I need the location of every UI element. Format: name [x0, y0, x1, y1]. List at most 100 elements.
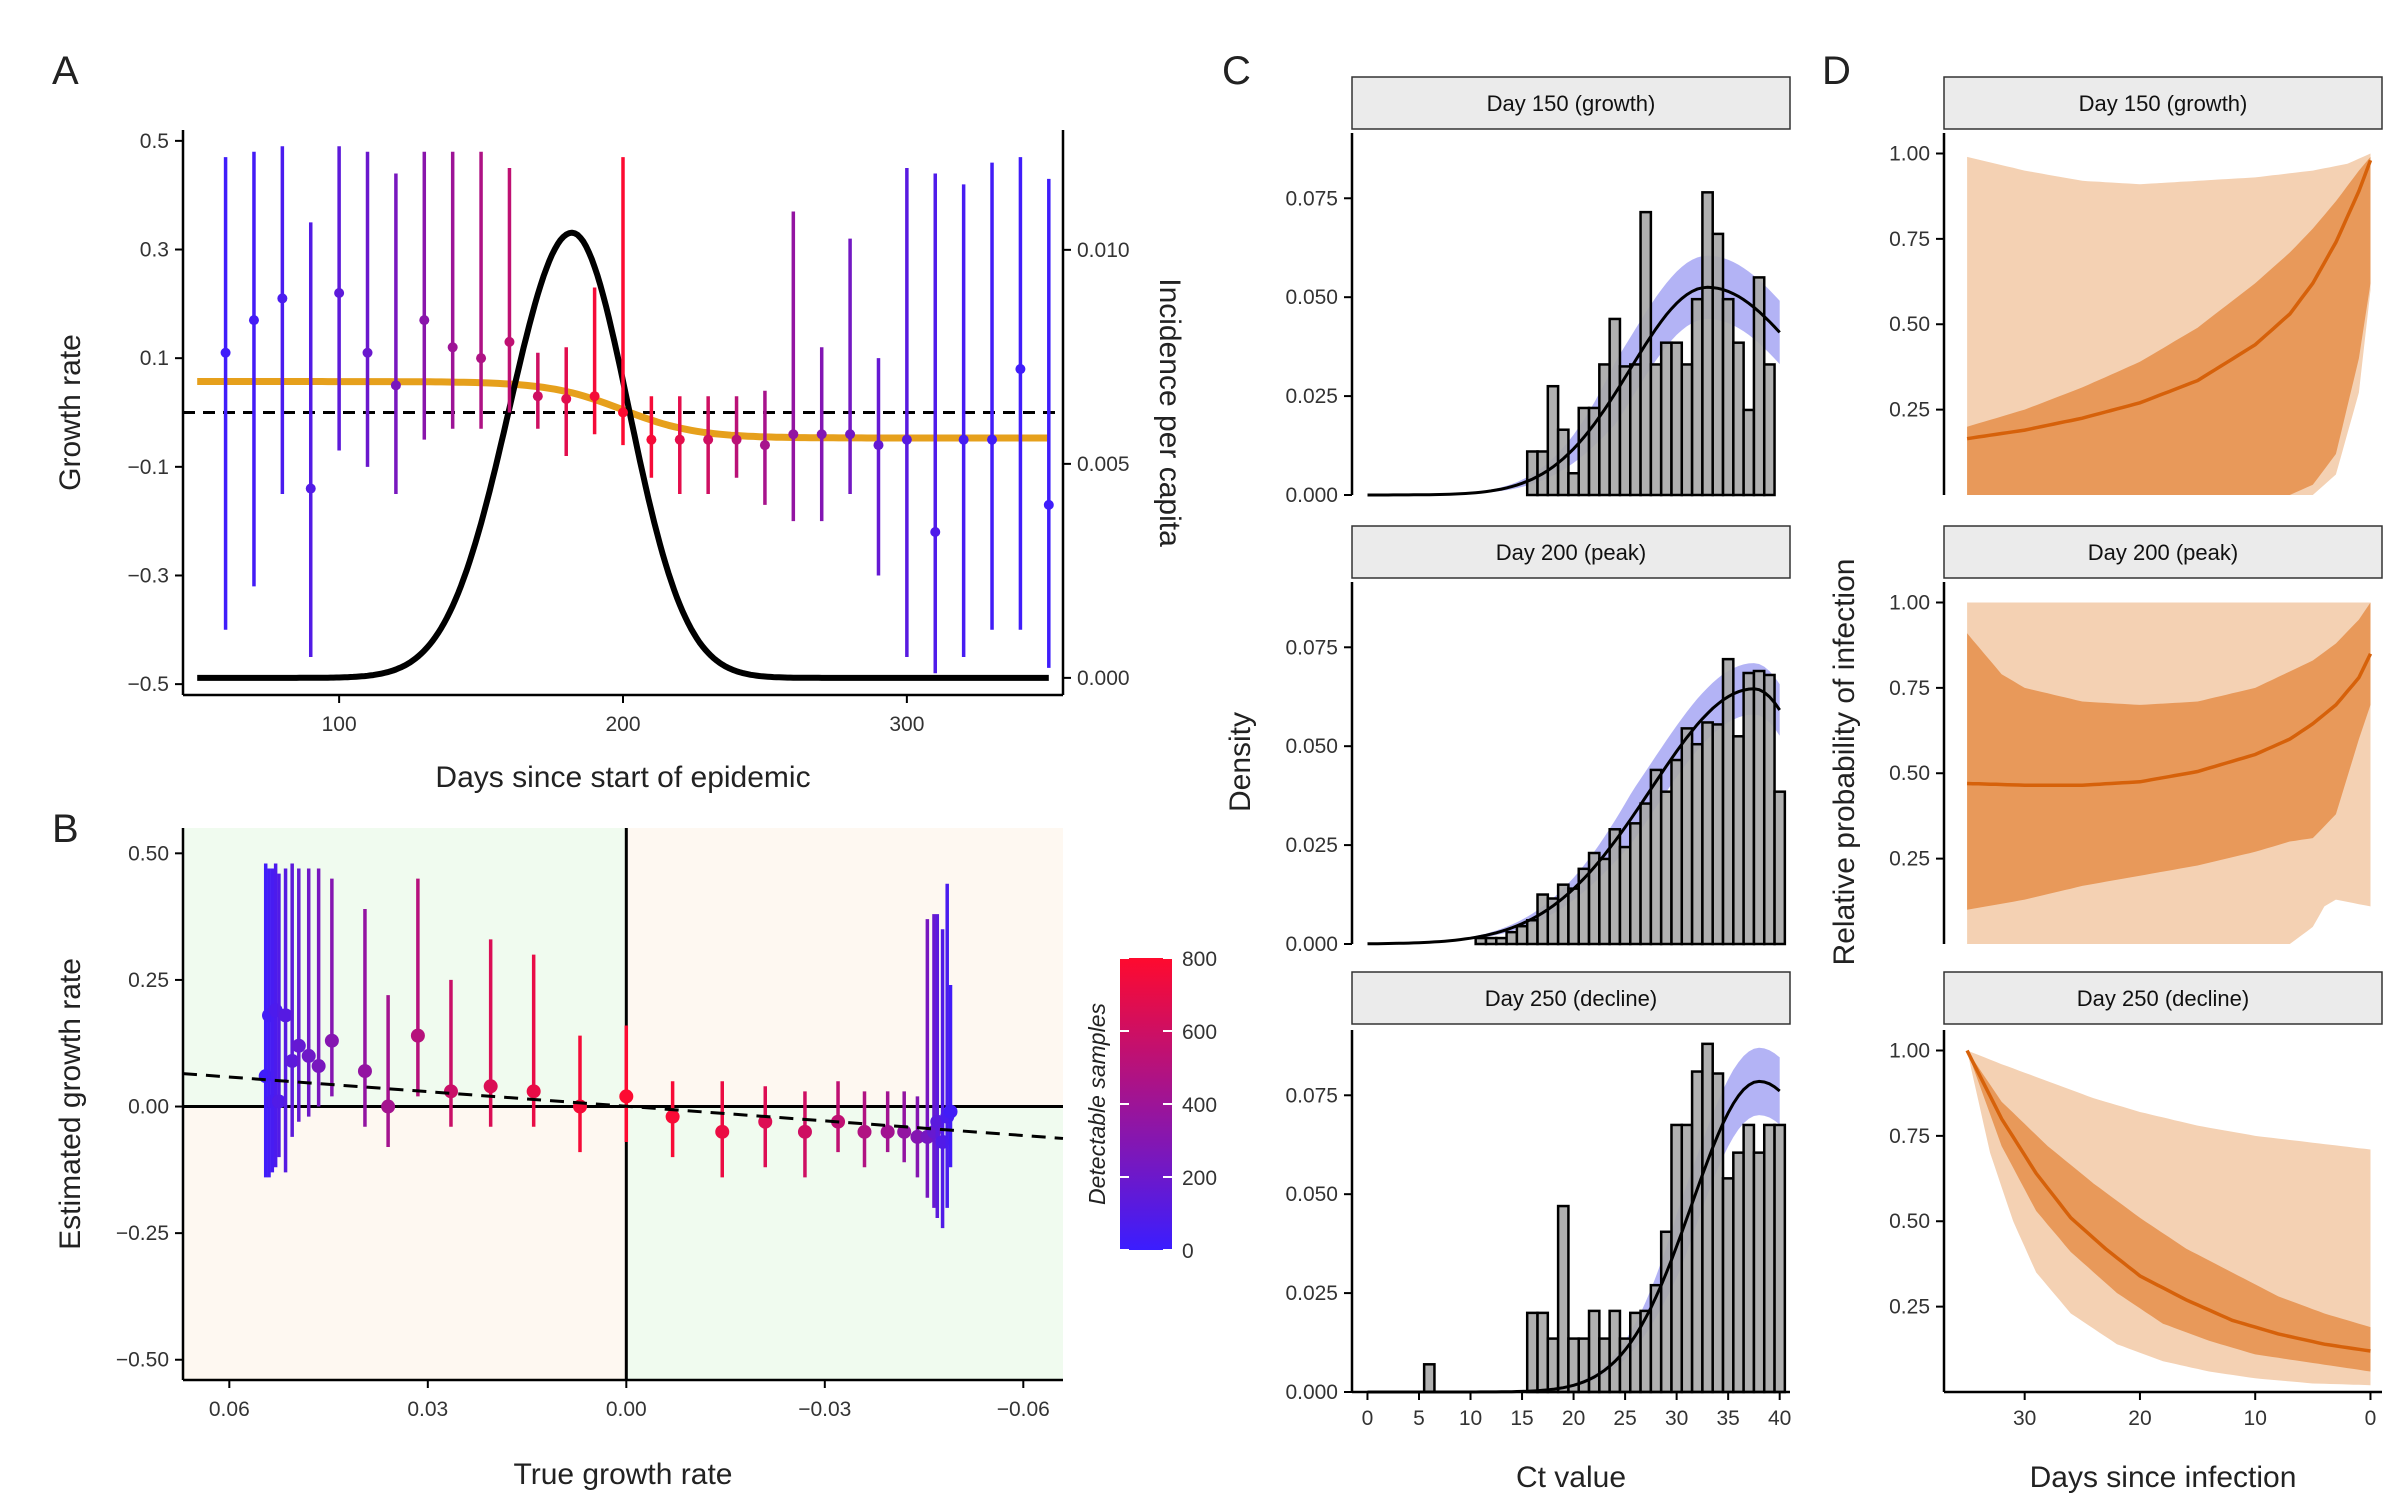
panel-c-histogram-bar [1639, 802, 1653, 946]
panel-c-fit-band [1367, 663, 1780, 944]
panel-a-x-axis-label: Days since start of epidemic [435, 761, 810, 794]
panel-c-histogram-bar [1505, 930, 1519, 946]
panel-a-y-tick-label: 0.5 [140, 130, 169, 153]
panel-b-estimate-point [291, 1038, 306, 1053]
panel-b-estimate-point [797, 1124, 812, 1139]
panel-c-histogram-bar [1422, 1363, 1436, 1394]
panel-a-estimate-point [759, 440, 770, 451]
panel-c-histogram-bar [1536, 1311, 1550, 1394]
panel-a-x-tick-label: 100 [322, 713, 357, 736]
panel-c-histogram-bar [1567, 887, 1580, 946]
panel-b-estimate-point [311, 1059, 326, 1074]
panel-d-x-tick-label: 20 [2128, 1407, 2151, 1430]
panel-c-histogram-bar [1680, 363, 1694, 497]
panel-d-inner-band [1967, 602, 2371, 910]
panel-c-histogram-bar [1536, 893, 1550, 946]
panel-a-y-tick-label: 0.3 [140, 239, 169, 262]
panel-c-histogram-bar [1742, 1123, 1756, 1394]
panel-b-estimate-point [324, 1033, 339, 1048]
panel-d-y-tick-label: 1.00 [1889, 142, 1930, 165]
panel-c-histogram-bar [1649, 363, 1663, 497]
panel-c-histogram-bar [1525, 450, 1539, 497]
panel-d-median-line [1965, 1049, 2371, 1353]
panel-c-histogram-bar [1659, 1230, 1673, 1394]
panel-c-histogram-bar [1608, 1309, 1622, 1394]
panel-c-x-tick-label: 5 [1413, 1407, 1425, 1430]
panel-c-facet-title: Day 200 (peak) [1496, 540, 1646, 565]
panel-a-y2-tick-label: 0.005 [1077, 453, 1130, 476]
panel-a-estimate-point [901, 434, 912, 445]
panel-c-histogram-bar [1711, 232, 1725, 497]
panel-c-histogram-bar [1701, 721, 1714, 946]
panel-b-quadrant-top-right [626, 828, 1063, 1107]
panel-a-estimate-point [646, 434, 657, 445]
panel-b-y-tick-label: 0.00 [128, 1096, 169, 1119]
panel-d-y-tick-label: 0.50 [1889, 1210, 1930, 1233]
panel-d-y-axis-label: Relative probability of infection [1828, 559, 1861, 966]
panel-c-histogram-bar [1598, 1337, 1611, 1394]
panel-a-estimate-point [958, 434, 969, 445]
panel-c-y-tick-label: 0.025 [1285, 834, 1338, 857]
panel-b-quadrant-top-left [183, 828, 627, 1107]
panel-b-x-tick-label: 0.00 [606, 1398, 647, 1421]
panel-c-histogram-bar [1701, 1042, 1714, 1394]
panel-b-estimate-point [271, 1094, 286, 1109]
panel-b-estimate-point [665, 1109, 680, 1124]
panel-d-x-tick-label: 30 [2013, 1407, 2036, 1430]
panel-c-histogram-bar [1721, 657, 1735, 946]
panel-d-facet: Day 150 (growth) 0.25 0.50 0.75 1.00 [1889, 76, 2383, 495]
panel-a-y2-tick-label: 0.010 [1077, 239, 1130, 262]
panel-d-y-tick-label: 0.50 [1889, 313, 1930, 336]
panel-c-x-tick-label: 25 [1613, 1407, 1636, 1430]
panel-d-facet: Day 250 (decline) 0.25 0.50 0.75 1.00 30 20 10 0 [1889, 971, 2383, 1430]
panel-d-x-axis-label: Days since infection [2030, 1461, 2297, 1494]
panel-c-histogram-bar [1762, 1123, 1776, 1394]
panel-c-histogram-bar [1680, 1123, 1694, 1394]
panel-label-c: C [1222, 49, 1251, 93]
panel-c-histogram-bar [1659, 790, 1673, 946]
panel-c-x-tick-label: 35 [1716, 1407, 1739, 1430]
panel-a-estimate-point [788, 429, 799, 440]
panel-a-estimate-point [277, 293, 288, 304]
panel-label-d: D [1822, 49, 1851, 93]
panel-b-estimate-point [301, 1048, 316, 1063]
panel-a-y-tick-label: 0.1 [140, 347, 169, 370]
panel-c-histogram-bar [1742, 408, 1756, 497]
panel-d-facet-strip [1943, 525, 2383, 579]
panel-d-y-tick-label: 0.25 [1889, 1296, 1930, 1319]
panel-c-facet-title: Day 250 (decline) [1485, 986, 1657, 1011]
panel-c-histogram-bar [1567, 471, 1580, 497]
panel-c-histogram-bar [1670, 758, 1684, 946]
panel-b-y-tick-label: 0.25 [128, 969, 169, 992]
panel-c-histogram-bar [1598, 363, 1611, 497]
colorbar-tick-label: 200 [1182, 1167, 1217, 1190]
panel-d-facet-title: Day 150 (growth) [2079, 91, 2248, 116]
panel-d-median-line [1966, 159, 2373, 441]
colorbar-title: Detectable samples [1084, 1003, 1110, 1205]
panel-c-fit-line [1367, 687, 1781, 946]
panel-c-y-tick-label: 0.000 [1285, 933, 1338, 956]
panel-d-facet-strip [1943, 76, 2383, 130]
panel-b-estimate-point [943, 1104, 958, 1119]
panel-a-estimate-point [589, 391, 600, 402]
panel-c-histogram-bar [1629, 822, 1642, 946]
panel-c-facet-strip [1351, 76, 1791, 130]
panel-b-estimate-point [526, 1084, 541, 1099]
panel-d-median-line [1967, 652, 2373, 787]
panel-a: 0.5 0.3 0.1 −0.1 −0.3 −0.5 0.010 0.005 0.000 100 2… [54, 130, 1186, 794]
panel-c-x-axis-label: Ct value [1516, 1461, 1626, 1494]
panel-c-y-tick-label: 0.025 [1285, 1282, 1338, 1305]
panel-c-y-axis-label: Density [1224, 712, 1257, 812]
panel-c-y-tick-label: 0.050 [1285, 735, 1338, 758]
panel-c-facet-strip [1351, 525, 1791, 579]
panel-a-y-tick-label: −0.3 [128, 564, 169, 587]
panel-c-histogram-bar [1762, 363, 1776, 497]
colorbar-tick-label: 400 [1182, 1094, 1217, 1117]
panel-a-y-tick-label: −0.1 [128, 456, 169, 479]
panel-a-estimate-point [1043, 499, 1054, 510]
panel-d-y-tick-label: 0.75 [1889, 1125, 1930, 1148]
panel-b-estimate-point [285, 1053, 300, 1068]
panel-a-x-tick-label: 300 [889, 713, 924, 736]
panel-c-histogram-bar [1670, 341, 1684, 497]
panel-c-y-tick-label: 0.050 [1285, 1183, 1338, 1206]
